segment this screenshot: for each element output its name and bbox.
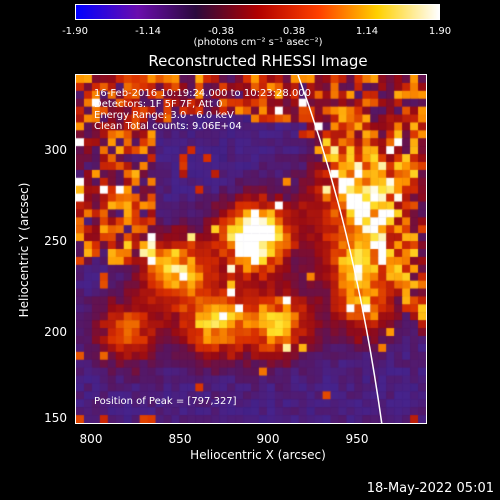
info-detectors: Detectors: 1F 5F 7F, Att 0 <box>94 99 223 110</box>
x-tick-label: 900 <box>256 432 280 446</box>
limb-line <box>297 75 383 423</box>
x-axis-label: Heliocentric X (arcsec) <box>190 448 326 462</box>
x-tick-label: 950 <box>345 432 369 446</box>
colorbar-tick: -1.14 <box>135 26 161 37</box>
info-total-counts: Clean Total counts: 9.06E+04 <box>94 121 242 132</box>
colorbar-tick: 1.14 <box>355 26 379 37</box>
image-title: Reconstructed RHESSI Image <box>148 52 368 70</box>
y-tick-label: 150 <box>44 411 67 425</box>
flux-heatmap <box>76 75 426 423</box>
info-time-range: 16-Feb-2016 10:19:24.000 to 10:23:28.000 <box>94 88 312 99</box>
y-tick-label: 200 <box>44 325 67 339</box>
colorbar <box>75 4 440 20</box>
y-tick-label: 250 <box>44 234 67 248</box>
colorbar-tick: -0.38 <box>208 26 234 37</box>
image-plot-area <box>75 74 427 424</box>
colorbar-tick: 1.90 <box>428 26 452 37</box>
y-axis-label: Heliocentric Y (arcsec) <box>17 182 31 318</box>
peak-position: Position of Peak = [797,327] <box>94 396 237 407</box>
plot-date: 18-May-2022 05:01 <box>366 481 494 496</box>
y-tick-label: 300 <box>44 143 67 157</box>
solar-limb <box>297 75 383 423</box>
info-energy-range: Energy Range: 3.0 - 6.0 keV <box>94 110 234 121</box>
colorbar-units: (photons cm⁻² s⁻¹ asec⁻²) <box>193 37 323 48</box>
x-tick-label: 800 <box>79 432 103 446</box>
colorbar-tick: 0.38 <box>282 26 306 37</box>
colorbar-tick: -1.90 <box>62 26 88 37</box>
x-tick-label: 850 <box>168 432 192 446</box>
